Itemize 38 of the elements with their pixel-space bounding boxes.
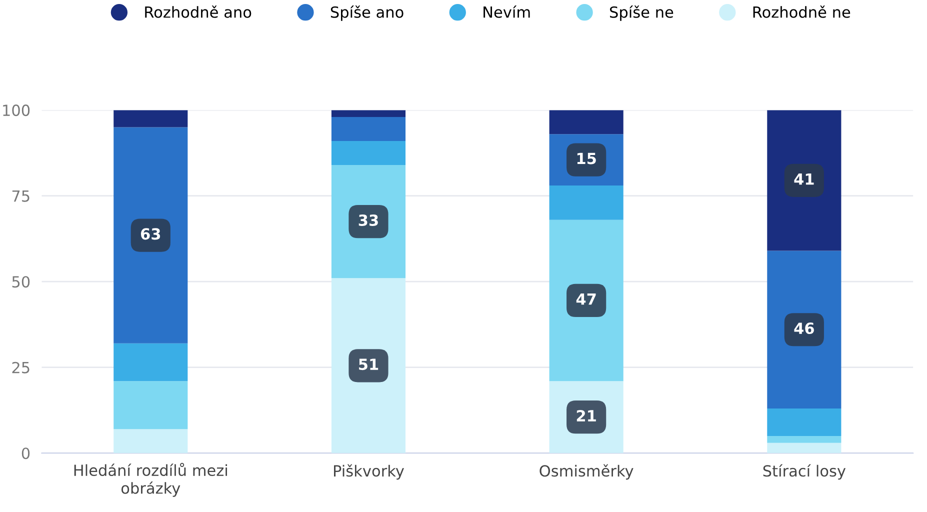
- legend-label: Spíše ne: [610, 5, 674, 21]
- x-tick-label: Piškvorky: [334, 464, 404, 480]
- bar: [767, 408, 842, 436]
- data-label: 51: [359, 358, 378, 370]
- legend-label: Rozhodně ano: [145, 5, 252, 18]
- data-label: 47: [576, 294, 596, 305]
- bar: [331, 140, 406, 165]
- legend-label: Spíše ano: [330, 5, 404, 21]
- y-tick-label: 100: [3, 104, 30, 116]
- bar: [549, 186, 624, 220]
- data-label: 15: [577, 152, 596, 164]
- bar: [114, 343, 188, 382]
- bar: [331, 110, 406, 117]
- bar: [331, 116, 406, 141]
- legend-label: Rozhodně ne: [753, 5, 850, 18]
- data-label: 41: [794, 173, 814, 185]
- data-label: 63: [140, 228, 160, 240]
- x-tick-label: Stírací losy: [763, 464, 846, 480]
- bar: [114, 429, 188, 454]
- bar: [767, 250, 842, 409]
- bar: [114, 127, 188, 344]
- y-tick-label: 25: [12, 362, 30, 374]
- bar: [331, 278, 406, 454]
- bar: [549, 110, 624, 134]
- y-tick-label: 50: [12, 276, 30, 288]
- bar: [114, 381, 188, 430]
- y-tick-label: 75: [12, 190, 30, 202]
- data-label: 46: [794, 322, 814, 334]
- bar: [767, 442, 842, 454]
- bar: [549, 220, 624, 382]
- x-tick-label: Osmisměrky: [540, 464, 634, 480]
- bar: [114, 110, 188, 128]
- legend-label: Nevím: [484, 5, 530, 18]
- x-tick-label: Hledání rozdílů mezi obrázky: [74, 462, 227, 497]
- data-label: 33: [358, 214, 378, 226]
- y-tick-label: 0: [22, 448, 30, 460]
- bar: [767, 436, 842, 443]
- data-label: 21: [576, 410, 596, 422]
